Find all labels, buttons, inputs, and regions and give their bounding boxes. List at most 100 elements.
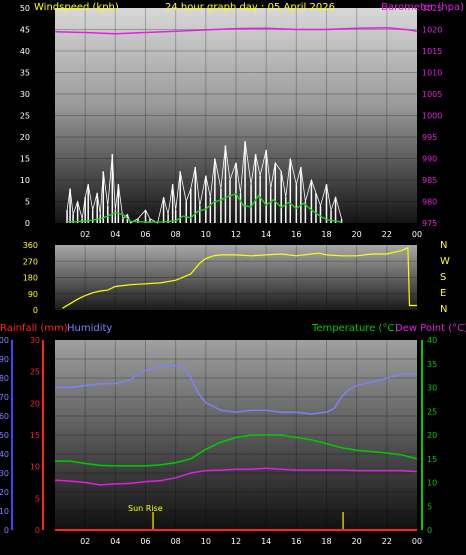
rainfall-label: Rainfall (mm) (0, 323, 68, 334)
rainfall-axis-ticks: 0 5 10 15 20 25 30 (30, 336, 40, 535)
barometer-tick-label: 1005 (422, 90, 442, 99)
rainfall-tick-label: 5 (35, 494, 40, 503)
windspeed-tick-label: 0 (25, 219, 30, 228)
x-tick-label: 06 (140, 537, 150, 546)
x-tick-label: 08 (171, 230, 181, 239)
humidity-line (55, 363, 417, 415)
x-tick-label: 04 (110, 230, 120, 239)
x-tick-label: 10 (201, 230, 211, 239)
barometer-tick-label: 985 (422, 176, 437, 185)
windspeed-tick-label: 50 (20, 4, 30, 13)
windspeed-label: Windspeed (kph) (34, 2, 119, 13)
x-tick-label: 08 (171, 537, 181, 546)
humidity-tick-label: 70 (0, 393, 9, 402)
rainfall-tick-label: 0 (35, 526, 40, 535)
direction-tick-label: 360 (23, 241, 38, 250)
rainfall-tick-label: 15 (30, 431, 40, 440)
wind-direction-line (62, 246, 417, 309)
x-tick-label: 10 (201, 537, 211, 546)
wind-grid (55, 8, 417, 223)
humidity-label: Humidity (67, 323, 112, 334)
barometer-tick-label: 1015 (422, 47, 442, 56)
x-tick-label: 22 (382, 230, 392, 239)
humidity-tick-label: 10 (0, 507, 9, 516)
x-tick-label: 04 (110, 537, 120, 546)
x-tick-label: 14 (261, 537, 271, 546)
x-tick-label: 14 (261, 230, 271, 239)
humidity-tick-label: 0 (4, 526, 9, 535)
rainfall-tick-label: 25 (30, 368, 40, 377)
temperature-label: Temperature (°C) (311, 323, 398, 334)
humidity-tick-label: 80 (0, 374, 9, 383)
rainfall-tick-label: 10 (30, 463, 40, 472)
x-tick-label: 00 (412, 230, 422, 239)
wind-x-ticks: 02 04 06 08 10 12 14 16 18 20 22 00 (80, 230, 422, 239)
barometer-tick-label: 1010 (422, 69, 442, 78)
x-tick-label: 02 (80, 230, 90, 239)
rainfall-tick-label: 20 (30, 399, 40, 408)
sunrise-label: Sun Rise (128, 504, 163, 513)
windspeed-tick-label: 25 (20, 112, 30, 121)
dewpoint-line (54, 467, 418, 486)
temperature-tick-label: 20 (427, 431, 437, 440)
direction-tick-label: 270 (23, 257, 38, 266)
temperature-tick-label: 35 (427, 360, 437, 369)
temperature-tick-label: 15 (427, 455, 437, 464)
windspeed-tick-label: 40 (20, 47, 30, 56)
bottom-x-ticks: 02 04 06 08 10 12 14 16 18 20 22 00 (80, 537, 422, 546)
windspeed-tick-label: 20 (20, 133, 30, 142)
barometer-tick-label: 1020 (422, 26, 442, 35)
x-tick-label: 02 (80, 537, 90, 546)
barometer-axis-ticks: 975 980 985 990 995 1000 1005 1010 1015 1020 1025 (422, 4, 442, 228)
x-tick-label: 12 (231, 230, 241, 239)
chart-title: 24 hour graph day : 05 April 2026 (165, 2, 335, 13)
direction-tick-label: 180 (23, 274, 38, 283)
x-tick-label: 20 (352, 537, 362, 546)
x-tick-label: 06 (140, 230, 150, 239)
windspeed-tick-label: 10 (20, 176, 30, 185)
dewpoint-label: Dew Point (°C) (395, 323, 466, 334)
barometer-label: Barometer (hpa) (381, 2, 464, 13)
x-tick-label: 20 (352, 230, 362, 239)
average-wind-line (67, 192, 342, 223)
x-tick-label: 18 (321, 537, 331, 546)
windspeed-axis-ticks: 0 5 10 15 20 25 30 35 40 45 50 (20, 4, 30, 228)
compass-n-bottom: N (440, 304, 447, 315)
x-tick-label: 16 (291, 230, 301, 239)
windspeed-tick-label: 35 (20, 69, 30, 78)
humidity-tick-label: 60 (0, 412, 9, 421)
temperature-tick-label: 5 (427, 502, 432, 511)
humidity-tick-label: 20 (0, 488, 9, 497)
barometer-tick-label: 990 (422, 155, 437, 164)
temperature-tick-label: 0 (427, 526, 432, 535)
barometer-tick-label: 975 (422, 219, 437, 228)
humidity-tick-label: 100 (0, 336, 9, 345)
windspeed-tick-label: 15 (20, 155, 30, 164)
x-tick-label: 16 (291, 537, 301, 546)
temperature-tick-label: 25 (427, 407, 437, 416)
humidity-tick-label: 50 (0, 431, 9, 440)
wind-series (54, 27, 418, 224)
direction-series (62, 246, 417, 309)
barometer-tick-label: 980 (422, 198, 437, 207)
temperature-line (55, 434, 418, 467)
barometer-tick-label: 1025 (422, 4, 442, 13)
compass-letters: N W S E N (440, 240, 450, 315)
temperature-tick-label: 40 (427, 336, 437, 345)
windspeed-tick-label: 5 (25, 198, 30, 207)
temperature-axis-ticks: 0 5 10 15 20 25 30 35 40 (427, 336, 437, 535)
direction-axis-ticks: 0 90 180 270 360 (23, 241, 38, 315)
compass-s: S (440, 272, 446, 283)
barometer-line (54, 27, 418, 35)
direction-grid (55, 245, 417, 310)
rainfall-tick-label: 30 (30, 336, 40, 345)
bottom-series (54, 363, 418, 531)
humidity-tick-label: 30 (0, 469, 9, 478)
compass-w: W (440, 256, 450, 267)
wind-direction-chart: 0 90 180 270 360 N W S E N (23, 240, 450, 315)
x-tick-label: 18 (321, 230, 331, 239)
direction-tick-label: 0 (33, 306, 38, 315)
bottom-plot-area (55, 340, 417, 530)
